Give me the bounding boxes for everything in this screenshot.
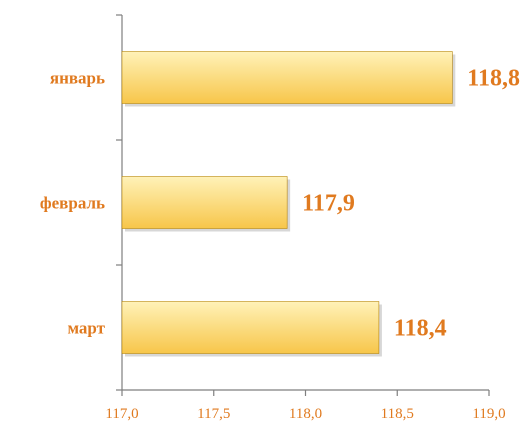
category-label: январь: [50, 69, 105, 88]
data-label: 118,8: [467, 66, 520, 92]
x-tick-label: 118,5: [381, 406, 414, 422]
bars: [121, 51, 456, 357]
bar-2: [121, 176, 288, 229]
x-tick-label: 117,5: [197, 406, 230, 422]
x-tick-label: 118,0: [289, 406, 322, 422]
data-label: 118,4: [394, 316, 447, 342]
category-label: февраль: [40, 194, 105, 213]
bar-1: [121, 51, 453, 104]
x-tick-label: 119,0: [472, 406, 505, 422]
category-label: март: [67, 319, 105, 338]
x-tick-label: 117,0: [105, 406, 138, 422]
data-label: 117,9: [302, 191, 355, 217]
labels: январь 118,8 февраль 117,9 март 118,4: [40, 66, 520, 342]
bar-3: [121, 301, 380, 354]
axes: 117,0 117,5 118,0 118,5 119,0: [105, 14, 506, 422]
